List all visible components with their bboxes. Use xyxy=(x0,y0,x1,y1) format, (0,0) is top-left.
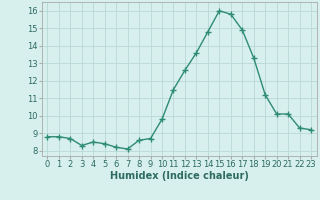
X-axis label: Humidex (Indice chaleur): Humidex (Indice chaleur) xyxy=(110,171,249,181)
